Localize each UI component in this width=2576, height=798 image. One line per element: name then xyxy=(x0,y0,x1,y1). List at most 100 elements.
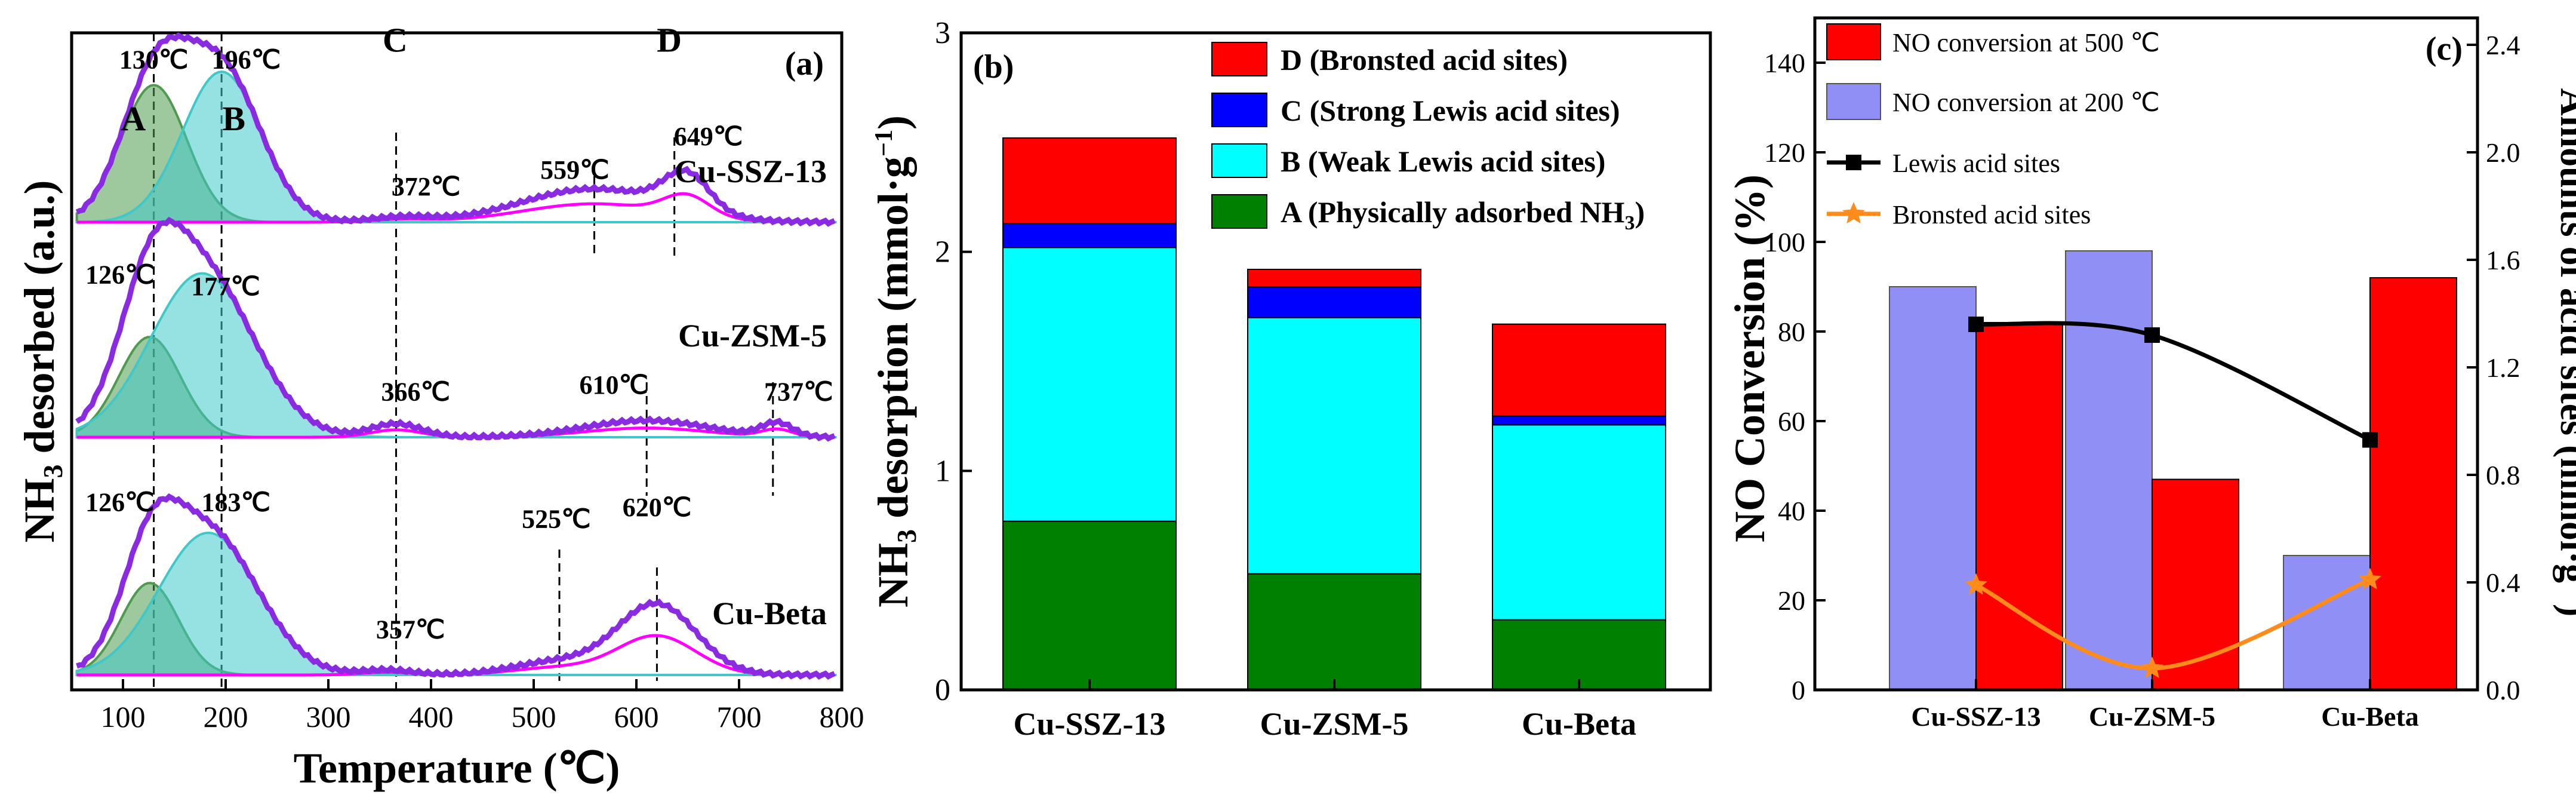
x-tick-label-200: 200 xyxy=(204,700,248,733)
peak-temperature-label: 126℃ xyxy=(85,488,154,517)
tpd-envelope-curve xyxy=(75,32,836,227)
category-label-2: Cu-Beta xyxy=(1522,706,1636,742)
legend-label-no500: NO conversion at 500 ℃ xyxy=(1892,28,2160,57)
tpd-x-axis-title: Temperature (℃) xyxy=(294,744,620,792)
legend-swatch-no500 xyxy=(1826,23,1881,60)
panel-b-label: (b) xyxy=(973,48,1014,85)
conversion-bars xyxy=(1889,250,2457,690)
bronsted-marker-1 xyxy=(2140,656,2164,679)
desorption-bars xyxy=(1002,137,1666,691)
right-y-tick-label-0: 0.0 xyxy=(2486,675,2520,705)
category-label-1: Cu-ZSM-5 xyxy=(1260,706,1408,742)
bar-A-0 xyxy=(1002,520,1177,691)
bar-D-0 xyxy=(1002,137,1177,224)
acid-site-lines xyxy=(1964,317,2382,679)
tpd-envelope-curve xyxy=(75,217,836,442)
legend-swatch-A xyxy=(1211,194,1267,229)
legend-close: ) xyxy=(1635,195,1645,229)
bar-no500-1 xyxy=(2152,478,2239,690)
bar-no200-2 xyxy=(2283,555,2371,690)
left-y-tick-label-60: 60 xyxy=(1778,406,1805,437)
conversion-legend: NO conversion at 500 ℃ NO conversion at 2… xyxy=(1826,23,2160,229)
legend-swatch-B xyxy=(1211,143,1267,178)
tpd-reference-lines xyxy=(153,33,774,690)
bronsted-marker-2 xyxy=(2358,567,2382,590)
bar-D-2 xyxy=(1492,323,1666,417)
panel-c-label: (c) xyxy=(2426,30,2463,67)
peak-letter-B: B xyxy=(222,99,245,138)
peak-letter-C: C xyxy=(383,20,408,59)
bar-A-1 xyxy=(1247,573,1421,691)
right-y-tick-label-4: 1.6 xyxy=(2486,245,2520,275)
x-tick-label-300: 300 xyxy=(306,700,351,733)
category-label-0: Cu-SSZ-13 xyxy=(1013,706,1165,742)
peak-temperature-label: 357℃ xyxy=(376,615,445,644)
tpd-envelope-curve xyxy=(76,493,836,680)
bar-B-2 xyxy=(1492,424,1666,621)
peak-temperature-label: 372℃ xyxy=(392,172,460,201)
minor-peak-fit xyxy=(76,192,835,224)
x-tick-label-500: 500 xyxy=(512,700,556,733)
y-tick-label-3: 3 xyxy=(935,16,950,50)
legend-marker-bronsted xyxy=(1842,202,1866,224)
desorption-plot-frame xyxy=(959,31,1712,692)
peak-letter-A: A xyxy=(121,99,146,138)
bar-no500-2 xyxy=(2369,277,2457,690)
left-y-tick-label-20: 20 xyxy=(1778,585,1805,616)
x-tick-label-600: 600 xyxy=(614,700,659,733)
category-label-2: Cu-Beta xyxy=(2321,701,2419,732)
conversion-axis-ticks: 0 20 40 60 80 100 120 140 0.0 0.4 0.8 1.2 1.6 2.0 2.4 C… xyxy=(1764,30,2520,732)
panel-a-label: (a) xyxy=(785,45,824,82)
lewis-marker-2 xyxy=(2362,432,2378,448)
tpd-y-axis-title: NH3 desorbed (a.u.) xyxy=(16,180,68,542)
legend-label-D: D (Bronsted acid sites) xyxy=(1281,43,1568,76)
peak-temperature-label: 620℃ xyxy=(623,493,691,522)
left-y-tick-label-80: 80 xyxy=(1778,317,1805,347)
x-tick-label-700: 700 xyxy=(717,700,762,733)
conversion-plot-frame xyxy=(1813,16,2479,692)
left-y-tick-label-40: 40 xyxy=(1778,496,1805,526)
peak-temperature-label: 177℃ xyxy=(191,272,260,301)
legend-label-bronsted: Bronsted acid sites xyxy=(1892,200,2091,229)
bar-no500-0 xyxy=(1975,322,2063,690)
sample-label: Cu-SSZ-13 xyxy=(675,154,827,189)
legend-swatch-no200 xyxy=(1826,83,1881,120)
tpd-curves xyxy=(75,32,837,680)
x-tick-label-100: 100 xyxy=(101,700,146,733)
legend-marker-lewis xyxy=(1846,155,1861,170)
legend-label-no200: NO conversion at 200 ℃ xyxy=(1892,88,2160,117)
desorption-y-axis-title: NH3 desorption (mmol·g−1) xyxy=(869,115,922,607)
y-tick-label-1: 1 xyxy=(935,454,950,488)
legend-text: B (Weak Lewis acid sites) xyxy=(1281,145,1605,178)
peak-temperature-label: 737℃ xyxy=(764,377,833,406)
y-tick-label-2: 2 xyxy=(935,235,950,269)
peak-temperature-label: 196℃ xyxy=(212,45,281,74)
bar-C-0 xyxy=(1002,223,1177,248)
bar-C-2 xyxy=(1492,415,1666,426)
peak-b-fill xyxy=(75,70,837,223)
legend-label-A: A (Physically adsorbed NH3) xyxy=(1281,195,1645,234)
tpd-panel: Cu-SSZ-13 130℃ 196℃ 372℃ 559℃ 649℃ Cu-ZSM-5 126… xyxy=(16,20,864,792)
peak-temperature-label: 559℃ xyxy=(540,155,609,185)
peak-temperature-label: 366℃ xyxy=(381,377,450,406)
right-y-tick-label-6: 2.4 xyxy=(2486,30,2520,60)
bar-no200-0 xyxy=(1889,286,1977,690)
right-y-tick-label-5: 2.0 xyxy=(2486,137,2520,168)
peak-temperature-label: 183℃ xyxy=(201,488,270,517)
right-y-tick-label-1: 0.4 xyxy=(2486,567,2520,598)
conversion-right-y-axis-title: Amounts of acid sites (mmol·g-1) xyxy=(2553,88,2576,617)
tpd-plot-frame xyxy=(70,31,844,692)
tpd-x-ticks: 100 200 300 400 500 600 700 800 xyxy=(101,679,864,733)
left-y-tick-label-100: 100 xyxy=(1764,227,1805,257)
legend-text: C (Strong Lewis acid sites) xyxy=(1281,94,1620,127)
desorption-axis-ticks: 0 1 2 3 Cu-SSZ-13 Cu-ZSM-5 Cu-Beta xyxy=(935,16,1636,742)
lewis-marker-0 xyxy=(1968,317,1984,332)
legend-swatch-C xyxy=(1211,93,1267,127)
peak-temperature-label: 130℃ xyxy=(119,45,188,74)
bar-D-1 xyxy=(1247,269,1421,288)
conversion-panel: 0 20 40 60 80 100 120 140 0.0 0.4 0.8 1.2 1.6 2.0 2.4 C… xyxy=(1726,16,2576,732)
y-tick-label-0: 0 xyxy=(935,673,950,707)
peak-temperature-label: 525℃ xyxy=(522,505,590,534)
left-y-tick-label-120: 120 xyxy=(1764,137,1805,168)
